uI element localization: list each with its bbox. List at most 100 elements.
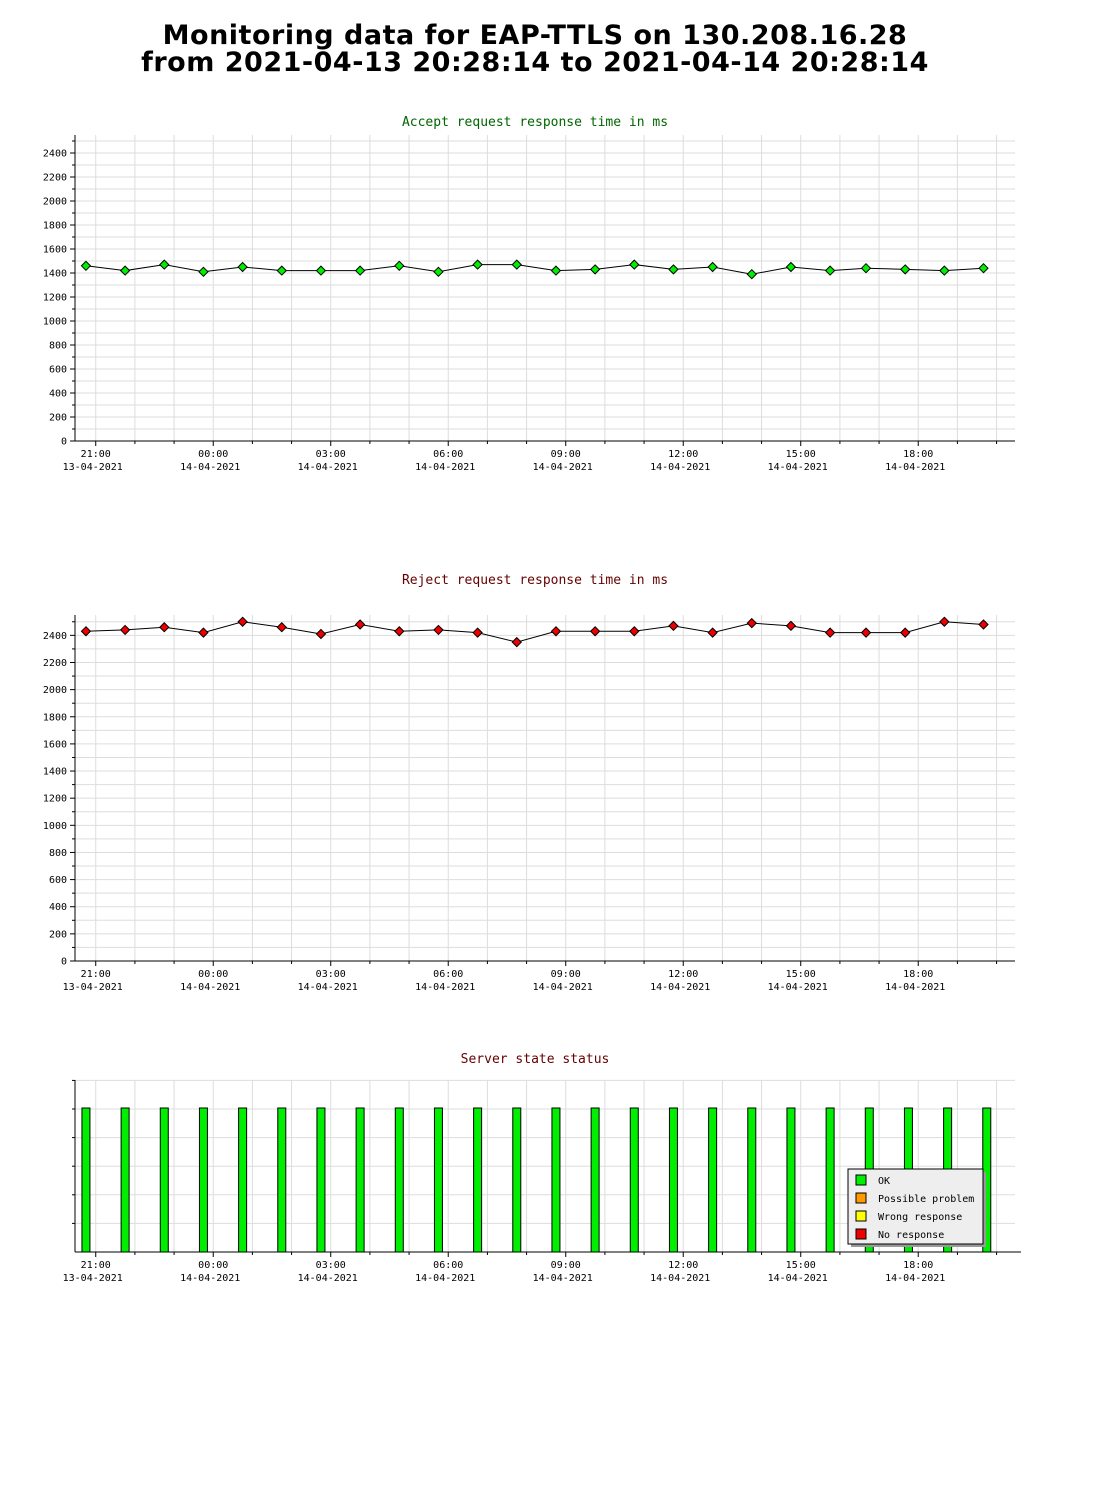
accept-y-tick-label: 200	[49, 413, 67, 424]
reject-data-point	[315, 628, 327, 640]
status-bar-ok	[629, 1107, 639, 1253]
page-title-line-1: Monitoring data for EAP-TTLS on 130.208.…	[162, 20, 908, 51]
reject-y-tick-label: 400	[49, 902, 67, 913]
status-bar-ok	[825, 1107, 835, 1253]
reject-x-tick-time: 03:00	[316, 969, 346, 980]
status-bar-ok	[512, 1107, 522, 1253]
reject-y-tick-label: 0	[61, 957, 67, 968]
accept-y-tick-label: 800	[49, 341, 67, 352]
status-bar-ok	[551, 1107, 561, 1253]
status-bar-ok	[238, 1107, 248, 1253]
accept-data-point	[978, 262, 989, 274]
reject-data-point	[237, 616, 248, 627]
accept-data-point	[198, 266, 209, 278]
status-bar-ok	[81, 1107, 91, 1253]
reject-data-point	[119, 624, 131, 636]
reject-y-tick-label: 1200	[43, 794, 67, 805]
reject-data-point	[978, 619, 989, 630]
accept-x-tick-date: 14-04-2021	[768, 462, 828, 473]
legend-possible-problem-swatch	[855, 1192, 867, 1204]
accept-data-point	[394, 260, 405, 272]
accept-x-tick-time: 18:00	[903, 449, 933, 460]
reject-x-tick-time: 00:00	[198, 969, 228, 980]
accept-series-line	[85, 264, 984, 275]
accept-data-point	[511, 259, 522, 270]
accept-data-point	[746, 268, 757, 280]
reject-x-tick-time: 09:00	[551, 969, 581, 980]
accept-x-tick-time: 09:00	[551, 449, 581, 460]
reject-x-tick-date: 14-04-2021	[180, 982, 240, 993]
accept-data-point	[354, 265, 366, 276]
legend-possible-problem-label: Possible problem	[878, 1194, 974, 1205]
status-x-tick-time: 12:00	[668, 1260, 698, 1271]
reject-y-tick-label: 2200	[43, 658, 67, 669]
accept-data-point	[860, 262, 872, 274]
reject-x-tick-date: 14-04-2021	[298, 982, 358, 993]
legend-wrong-response-swatch	[855, 1210, 867, 1222]
status-chart: 21:00 13-04-2021 00:00 14-04-2021 03:00 14-04…	[63, 1079, 1021, 1284]
reject-data-point	[394, 626, 405, 637]
status-x-tick-date: 14-04-2021	[180, 1273, 240, 1284]
reject-data-point	[511, 636, 522, 648]
reject-chart: 0 200 400 600 800 1000 1200 1400 1600 1800 2000 220…	[43, 615, 1015, 993]
accept-chart-title: Accept request response time in ms	[402, 115, 668, 130]
reject-series-line	[85, 621, 984, 643]
page-title-line-2: from 2021-04-13 20:28:14 to 2021-04-14 2…	[141, 47, 929, 78]
status-x-tick-time: 21:00	[81, 1260, 111, 1271]
accept-x-tick-time: 15:00	[786, 449, 816, 460]
reject-data-point	[668, 620, 679, 632]
accept-y-tick-label: 1000	[43, 317, 67, 328]
accept-y-tick-label: 2000	[43, 197, 67, 208]
legend-box	[847, 1168, 984, 1245]
status-x-tick-date: 14-04-2021	[298, 1273, 358, 1284]
reject-y-tick-label: 2400	[43, 631, 67, 642]
accept-x-tick-time: 03:00	[316, 449, 346, 460]
accept-y-tick-label: 1400	[43, 269, 67, 280]
reject-data-point	[589, 626, 601, 637]
status-x-tick-time: 15:00	[786, 1260, 816, 1271]
reject-y-tick-label: 1600	[43, 739, 67, 750]
accept-data-point	[159, 259, 170, 270]
reject-y-tick-label: 800	[49, 848, 67, 859]
status-bar-ok	[786, 1107, 796, 1253]
accept-y-tick-label: 400	[49, 389, 67, 400]
accept-data-point	[550, 265, 562, 276]
accept-data-point	[824, 265, 836, 276]
accept-data-point	[629, 259, 640, 270]
status-chart-title: Server state status	[461, 1052, 610, 1067]
reject-x-tick-time: 21:00	[81, 969, 111, 980]
accept-data-point	[119, 265, 131, 276]
status-bar-ok	[590, 1107, 600, 1253]
reject-chart-title: Reject request response time in ms	[402, 573, 668, 588]
reject-data-point	[354, 619, 366, 630]
reject-y-tick-label: 600	[49, 875, 67, 886]
legend-ok-label: OK	[878, 1176, 890, 1187]
accept-x-tick-date: 14-04-2021	[885, 462, 945, 473]
legend-wrong-response-label: Wrong response	[878, 1212, 962, 1223]
legend-ok-swatch	[855, 1174, 867, 1186]
accept-data-point	[276, 265, 287, 276]
reject-data-point	[746, 617, 757, 629]
reject-x-tick-date: 14-04-2021	[885, 982, 945, 993]
status-bar-ok	[747, 1107, 757, 1253]
accept-x-tick-time: 06:00	[433, 449, 463, 460]
reject-x-tick-date: 14-04-2021	[768, 982, 828, 993]
status-x-tick-time: 09:00	[551, 1260, 581, 1271]
status-bar-ok	[668, 1107, 678, 1253]
status-bar-ok	[355, 1107, 365, 1253]
accept-data-point	[707, 261, 718, 273]
accept-chart: 0 200 400 600 800 1000 1200 1400 1600 1800 2000 220…	[43, 135, 1015, 473]
reject-y-tick-label: 1000	[43, 821, 67, 832]
accept-y-tick-label: 1600	[43, 245, 67, 256]
status-legend: OK Possible problem Wrong response No respo…	[847, 1168, 986, 1247]
accept-y-tick-label: 2200	[43, 173, 67, 184]
reject-y-tick-label: 200	[49, 929, 67, 940]
reject-x-tick-date: 14-04-2021	[533, 982, 593, 993]
accept-y-tick-label: 2400	[43, 149, 67, 160]
status-x-tick-date: 14-04-2021	[650, 1273, 710, 1284]
reject-data-point	[824, 627, 836, 638]
status-x-tick-time: 06:00	[433, 1260, 463, 1271]
accept-data-point	[899, 264, 911, 275]
accept-y-tick-label: 1200	[43, 293, 67, 304]
reject-x-tick-time: 15:00	[786, 969, 816, 980]
